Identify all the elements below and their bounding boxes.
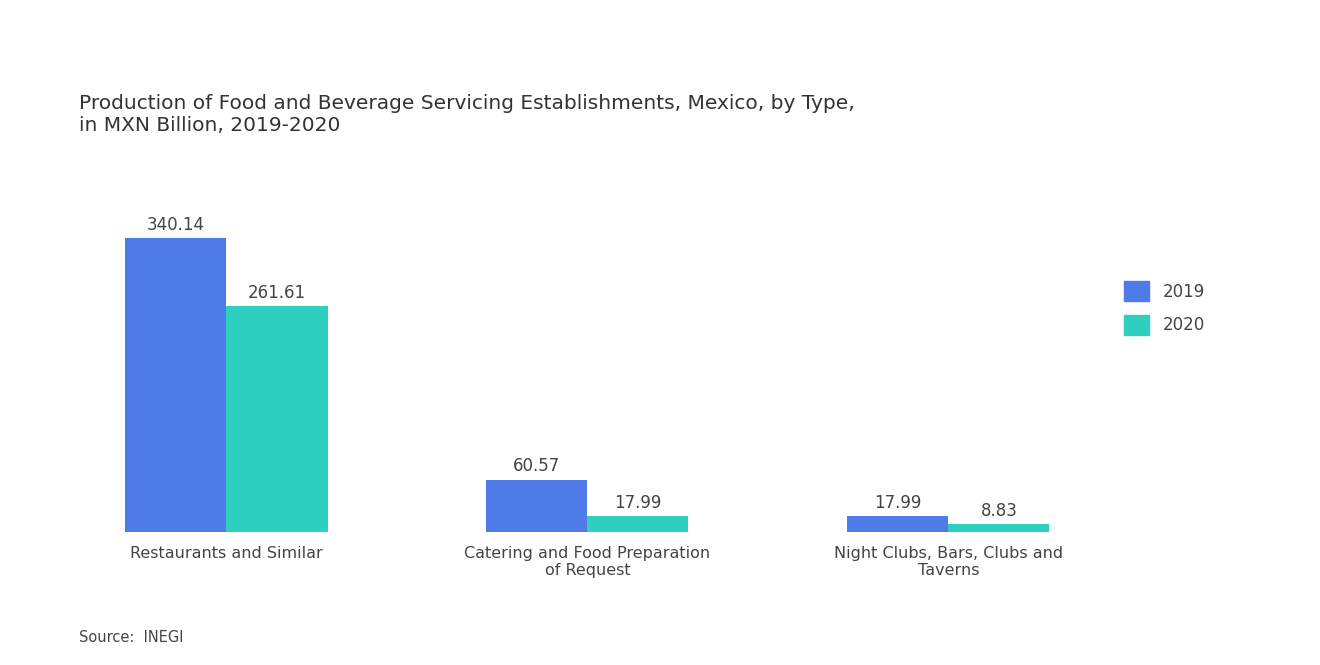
Bar — [948, 525, 1049, 532]
Legend: 2019, 2020: 2019, 2020 — [1125, 281, 1205, 335]
Text: Production of Food and Beverage Servicing Establishments, Mexico, by Type,
in MX: Production of Food and Beverage Servicin… — [79, 94, 855, 134]
Bar — [847, 517, 948, 532]
Text: Source:  INEGI: Source: INEGI — [79, 630, 183, 645]
Bar — [125, 238, 227, 532]
Bar — [587, 517, 689, 532]
Text: 17.99: 17.99 — [614, 494, 661, 512]
Text: 60.57: 60.57 — [513, 458, 561, 475]
Text: 261.61: 261.61 — [248, 283, 306, 301]
Text: 8.83: 8.83 — [981, 502, 1018, 520]
Text: 17.99: 17.99 — [874, 494, 921, 512]
Text: 340.14: 340.14 — [147, 215, 205, 233]
Bar — [486, 479, 587, 532]
Bar — [227, 306, 327, 532]
